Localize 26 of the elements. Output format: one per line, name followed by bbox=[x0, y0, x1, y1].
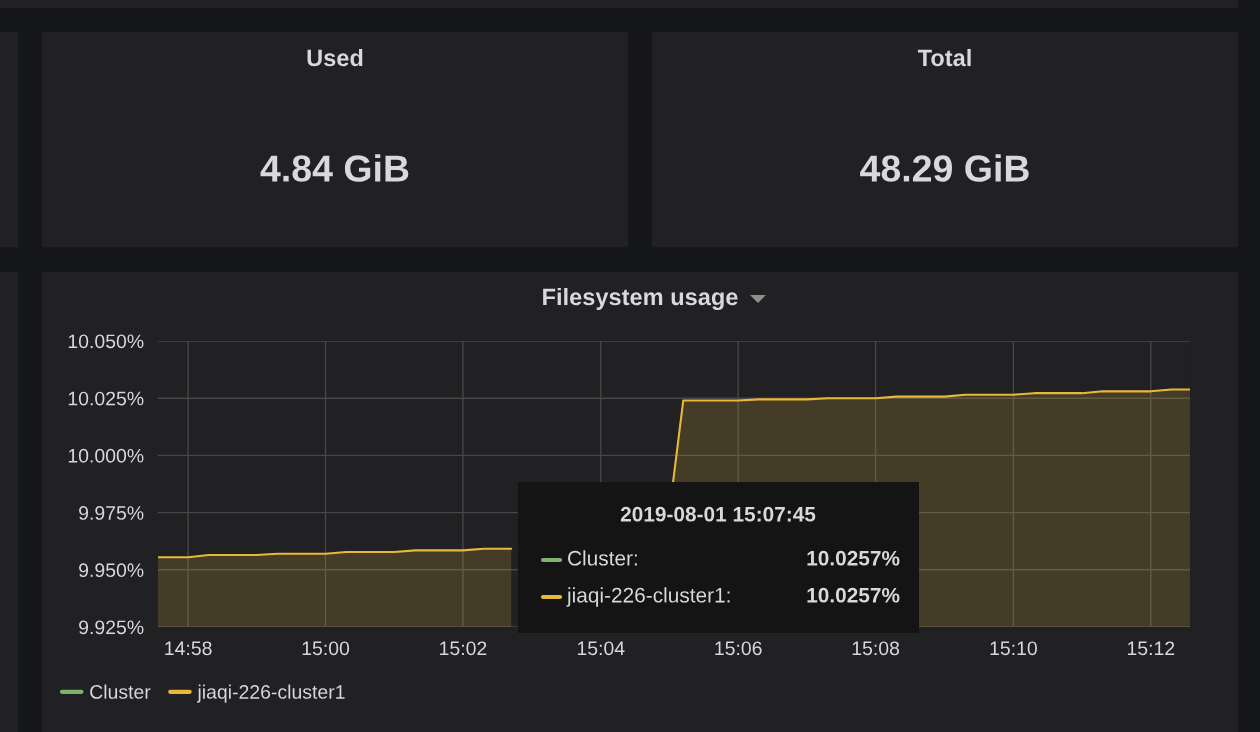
y-tick-label: 9.925% bbox=[79, 620, 144, 635]
legend-label: jiaqi-226-cluster1 bbox=[196, 684, 345, 703]
x-tick-label: 14:58 bbox=[165, 641, 212, 656]
annotation: 10.0257% bbox=[807, 550, 900, 566]
x-tick-label: 15:02 bbox=[440, 641, 487, 656]
text: Used bbox=[307, 48, 363, 67]
text: 4.84 GiB bbox=[260, 154, 409, 182]
chart-title: Filesystem usage bbox=[543, 287, 738, 311]
x-tick-label: 15:12 bbox=[1127, 641, 1175, 656]
y-tick-label: 10.050% bbox=[68, 334, 144, 349]
annotation: 2019-08-01 15:07:45 bbox=[620, 506, 816, 522]
x-tick-label: 15:08 bbox=[852, 641, 900, 656]
y-tick-label: 9.950% bbox=[79, 563, 144, 578]
x-tick-label: 15:04 bbox=[577, 641, 625, 656]
legend-label: Cluster bbox=[90, 684, 151, 699]
y-tick-label: 9.975% bbox=[79, 506, 144, 520]
x-tick-label: 15:00 bbox=[302, 641, 350, 656]
annotation: 10.0257% bbox=[807, 587, 900, 603]
y-tick-label: 10.000% bbox=[68, 448, 144, 463]
annotation: jiaqi-226-cluster1: bbox=[566, 587, 730, 607]
x-tick-label: 15:10 bbox=[990, 641, 1037, 656]
text: 48.29 GiB bbox=[860, 154, 1029, 182]
annotation: Cluster: bbox=[568, 550, 637, 566]
x-tick-label: 15:06 bbox=[715, 641, 762, 656]
text: Total bbox=[917, 48, 971, 67]
y-tick-label: 10.025% bbox=[68, 391, 144, 406]
